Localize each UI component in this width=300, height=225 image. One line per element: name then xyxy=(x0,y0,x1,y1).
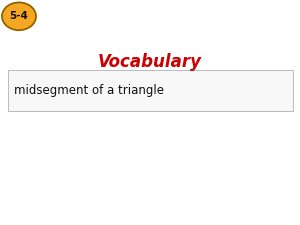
Text: Vocabulary: Vocabulary xyxy=(98,52,202,70)
Text: The Triangle Midsegment Theorem: The Triangle Midsegment Theorem xyxy=(38,10,282,23)
FancyBboxPatch shape xyxy=(8,70,292,111)
Text: Holt Geometry: Holt Geometry xyxy=(4,211,46,216)
Text: midsegment of a triangle: midsegment of a triangle xyxy=(14,84,164,97)
Text: Copyright © by Holt, Rinehart and Winston. All Rights Reserved.: Copyright © by Holt, Rinehart and Winsto… xyxy=(155,212,296,216)
Text: 5-4: 5-4 xyxy=(10,11,28,21)
Ellipse shape xyxy=(2,2,36,30)
